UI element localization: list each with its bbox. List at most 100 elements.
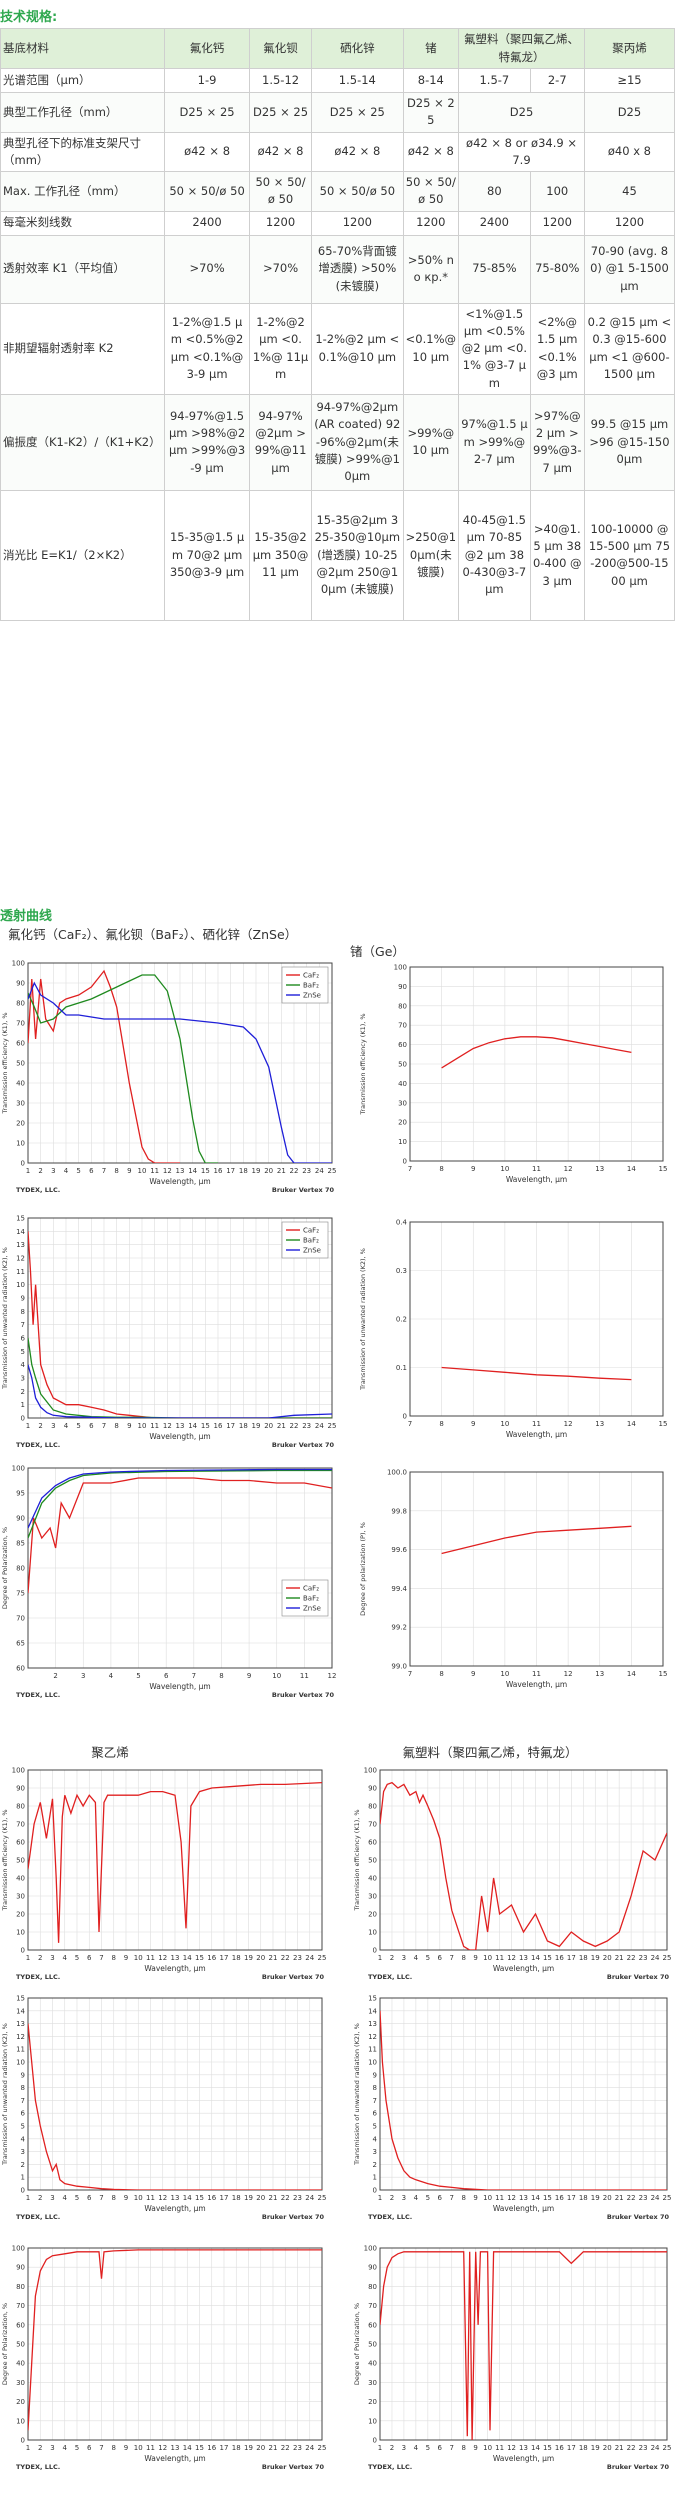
- x-tick-label: 20: [603, 2444, 612, 2452]
- y-tick-label: 0.4: [396, 1219, 408, 1227]
- y-tick-label: 40: [16, 2360, 25, 2368]
- x-tick-label: 3: [51, 1167, 55, 1175]
- x-tick-label: 15: [543, 1954, 552, 1962]
- y-tick-label: 0: [373, 2437, 377, 2445]
- x-tick-label: 15: [659, 1420, 668, 1428]
- series-line: [28, 1468, 332, 1529]
- x-tick-label: 12: [507, 2444, 516, 2452]
- plot-frame: [409, 1221, 664, 1417]
- footer-right: Bruker Vertex 70: [262, 2213, 325, 2221]
- x-tick-label: 22: [290, 1422, 299, 1430]
- x-axis-label: Wavelength, µm: [506, 1680, 567, 1689]
- y-tick-label: 90: [368, 1785, 377, 1793]
- x-tick-label: 9: [473, 2194, 477, 2202]
- x-tick-label: 8: [461, 1954, 465, 1962]
- x-tick-label: 14: [531, 2444, 540, 2452]
- chart-ptfe-k2: 1 2 3 4 5 6 7 8 9 10 11 12 13 14 15 16 17 18 19 20 21 22 23 24 2…: [352, 1990, 675, 2222]
- table-row: 偏振度（K1-K2）/（K1+K2） 94-97%@1.5μm >98%@2 μm…: [0, 393, 675, 491]
- x-tick-label: 13: [176, 1167, 185, 1175]
- y-tick-label: 1: [21, 2174, 25, 2182]
- y-tick-label: 1: [373, 2174, 377, 2182]
- x-tick-label: 14: [627, 1670, 636, 1678]
- caption-polyethylene: 聚乙烯: [91, 1745, 129, 1760]
- header-cell: 聚丙烯: [583, 28, 675, 69]
- footer-left: TYDEX, LLC.: [368, 1973, 412, 1981]
- x-axis-label: Wavelength, µm: [144, 1964, 205, 1973]
- x-tick-label: 24: [651, 2444, 660, 2452]
- x-tick-label: 7: [450, 2194, 454, 2202]
- y-tick-label: 99.4: [391, 1585, 407, 1593]
- x-tick-label: 13: [171, 2194, 180, 2202]
- y-tick-label: 100: [364, 1767, 377, 1775]
- x-tick-label: 22: [281, 1954, 290, 1962]
- x-tick-label: 9: [124, 2194, 128, 2202]
- plot-frame: [27, 2247, 323, 2441]
- chart-svg: 7 8 9 10 11 12 13 14 15 0 10 20 30 40 50 60 70 80 90 100 Wav…: [359, 964, 667, 1185]
- x-tick-label: 18: [232, 1954, 241, 1962]
- y-tick-label: 30: [16, 1893, 25, 1901]
- x-tick-label: 12: [163, 1167, 172, 1175]
- y-tick-label: 10: [368, 2417, 377, 2425]
- table-cell: 94-97%@1.5μm >98%@2 μm >99%@3-9 μm: [164, 393, 250, 491]
- x-tick-label: 18: [239, 1167, 248, 1175]
- x-tick-label: 12: [158, 1954, 167, 1962]
- series-line: [380, 2251, 667, 2440]
- x-tick-label: 7: [99, 2194, 103, 2202]
- y-tick-label: 30: [398, 1099, 407, 1107]
- x-tick-label: 12: [163, 1422, 172, 1430]
- y-tick-label: 60: [368, 2321, 377, 2329]
- x-tick-label: 4: [64, 1422, 69, 1430]
- x-tick-label: 25: [318, 2444, 327, 2452]
- plot-frame: [409, 966, 664, 1162]
- x-tick-label: 20: [256, 2444, 265, 2452]
- x-tick-label: 14: [531, 1954, 540, 1962]
- footer-right: Bruker Vertex 70: [272, 1691, 335, 1699]
- x-tick-label: 5: [426, 2444, 430, 2452]
- table-cell: 1200: [529, 210, 585, 236]
- table-cell: 15-35@2μm 325-350@10μm (增透膜) 10-25@2μm 2…: [311, 489, 404, 621]
- x-tick-label: 15: [543, 2444, 552, 2452]
- y-tick-label: 0.1: [396, 1364, 407, 1372]
- chart-svg: 7 8 9 10 11 12 13 14 15 99.0 99.2 99.4 99.6 99.8 100.0…: [359, 1469, 667, 1690]
- y-tick-label: 10: [398, 1138, 407, 1146]
- series-line: [28, 969, 180, 1163]
- x-tick-label: 11: [532, 1670, 541, 1678]
- y-tick-label: 50: [398, 1061, 407, 1069]
- x-tick-label: 1: [378, 2444, 382, 2452]
- y-tick-label: 99.8: [391, 1507, 407, 1515]
- row-label: 典型孔径下的标准支架尺寸（mm）: [0, 131, 166, 172]
- x-tick-label: 21: [615, 2444, 624, 2452]
- x-tick-label: 25: [318, 1954, 327, 1962]
- chart-svg: 1 2 3 4 5 6 7 8 9 10 11 12 13 14 15 16 17 18 19 20 21 22 23 24 2…: [353, 1767, 671, 1982]
- table-cell: 15-35@1.5 μm 70@2 μm 350@3-9 μm: [164, 489, 250, 621]
- table-cell: ø42 × 8: [402, 131, 460, 172]
- x-tick-label: 7: [408, 1670, 412, 1678]
- y-tick-label: 60: [16, 1839, 25, 1847]
- x-tick-label: 5: [426, 1954, 430, 1962]
- x-tick-label: 7: [102, 1422, 106, 1430]
- x-tick-label: 19: [244, 2444, 253, 2452]
- footer-right: Bruker Vertex 70: [607, 1973, 670, 1981]
- x-tick-label: 3: [402, 2444, 406, 2452]
- x-tick-label: 22: [281, 2444, 290, 2452]
- y-axis-label: Degree of polarization (P), %: [359, 1522, 367, 1616]
- header-cell: 锗: [402, 28, 460, 69]
- x-tick-label: 24: [315, 1167, 324, 1175]
- y-tick-label: 20: [368, 2398, 377, 2406]
- table-cell: ø42 × 8: [311, 131, 404, 172]
- chart-svg: 1 2 3 4 5 6 7 8 9 10 11 12 13 14 15 16 17 18 19 20 21 22 23 24 2…: [1, 960, 336, 1195]
- y-tick-label: 90: [16, 2264, 25, 2272]
- x-tick-label: 11: [300, 1672, 309, 1680]
- legend-label: ZnSe: [303, 1605, 321, 1613]
- x-tick-label: 9: [124, 1954, 128, 1962]
- x-tick-label: 16: [207, 1954, 216, 1962]
- y-tick-label: 90: [16, 980, 25, 988]
- table-cell: 2400: [164, 210, 250, 236]
- x-axis-label: Wavelength, µm: [506, 1175, 567, 1184]
- caption-ptfe: 氟塑料（聚四氟乙烯，特氟龙）: [402, 1745, 578, 1760]
- x-tick-label: 18: [232, 2194, 241, 2202]
- legend-label: CaF₂: [303, 1227, 319, 1235]
- table-cell: >99%@10 μm: [402, 393, 460, 491]
- y-tick-label: 5: [21, 2123, 25, 2131]
- x-tick-label: 19: [244, 1954, 253, 1962]
